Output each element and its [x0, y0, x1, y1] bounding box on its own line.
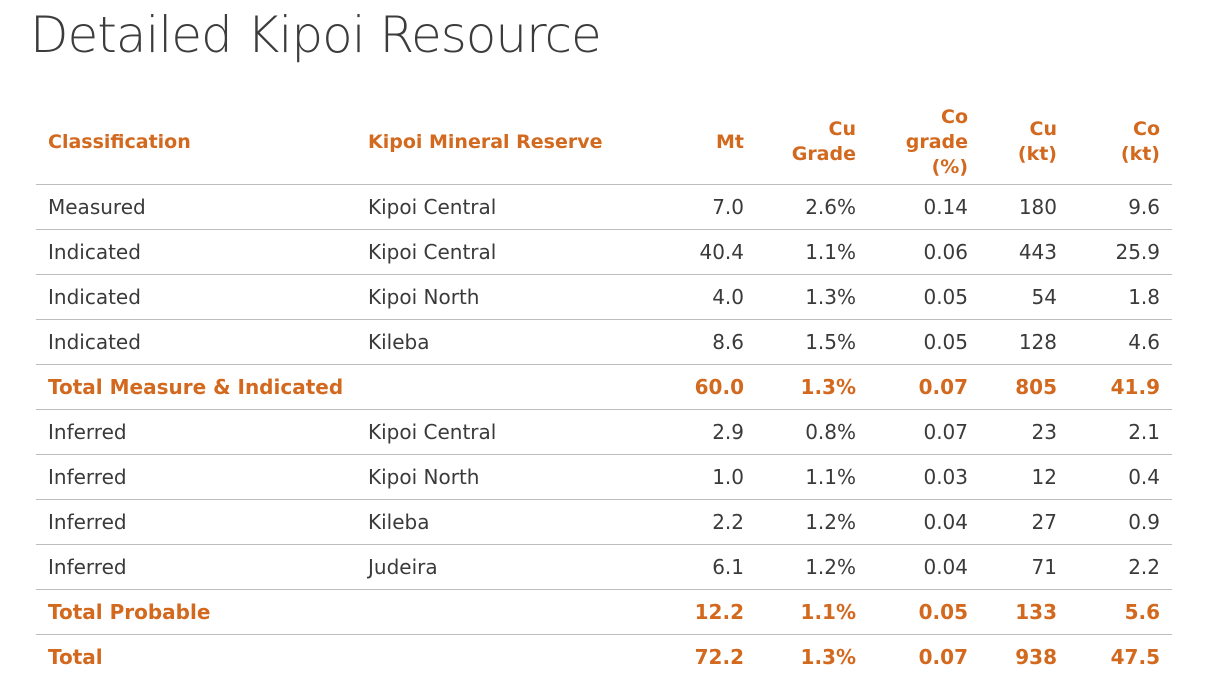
cell-classification: Indicated [36, 229, 356, 275]
cell-mt: 6.1 [656, 544, 756, 590]
cell-cu-kt: 128 [980, 319, 1069, 365]
cell-cu-grade: 1.3% [756, 364, 868, 410]
cell-co-grade: 0.07 [868, 364, 980, 410]
cell-cu-kt: 54 [980, 274, 1069, 320]
table-row: Indicated Kipoi North 4.0 1.3% 0.05 54 1… [36, 274, 1172, 320]
total-row: Total Measure & Indicated 60.0 1.3% 0.07… [36, 364, 1172, 410]
cell-classification: Inferred [36, 499, 356, 545]
cell-reserve [356, 364, 656, 410]
cell-reserve [356, 635, 656, 680]
cell-classification: Indicated [36, 319, 356, 365]
cell-reserve: Kipoi Central [356, 184, 656, 230]
cell-classification: Total Probable [36, 589, 356, 635]
cell-mt: 2.2 [656, 499, 756, 545]
cell-co-kt: 0.9 [1069, 499, 1172, 545]
cell-co-grade: 0.05 [868, 589, 980, 635]
cell-cu-grade: 1.2% [756, 544, 868, 590]
cell-co-grade: 0.05 [868, 319, 980, 365]
cell-co-kt: 2.2 [1069, 544, 1172, 590]
page-title: Detailed Kipoi Resource [30, 6, 602, 64]
cell-co-grade: 0.14 [868, 184, 980, 230]
cell-cu-kt: 27 [980, 499, 1069, 545]
table-row: Inferred Kileba 2.2 1.2% 0.04 27 0.9 [36, 499, 1172, 545]
cell-mt: 7.0 [656, 184, 756, 230]
table-row: Inferred Kipoi Central 2.9 0.8% 0.07 23 … [36, 409, 1172, 455]
cell-reserve: Kileba [356, 319, 656, 365]
cell-reserve: Kileba [356, 499, 656, 545]
cell-cu-kt: 443 [980, 229, 1069, 275]
cell-cu-kt: 23 [980, 409, 1069, 455]
cell-classification: Measured [36, 184, 356, 230]
cell-cu-kt: 71 [980, 544, 1069, 590]
table-row: Inferred Judeira 6.1 1.2% 0.04 71 2.2 [36, 544, 1172, 590]
cell-co-kt: 2.1 [1069, 409, 1172, 455]
cell-co-grade: 0.05 [868, 274, 980, 320]
cell-mt: 60.0 [656, 364, 756, 410]
header-reserve: Kipoi Mineral Reserve [356, 100, 656, 185]
cell-cu-grade: 1.1% [756, 589, 868, 635]
header-cu-kt: Cu (kt) [980, 100, 1069, 185]
table-row: Inferred Kipoi North 1.0 1.1% 0.03 12 0.… [36, 454, 1172, 500]
cell-cu-grade: 1.1% [756, 229, 868, 275]
cell-classification: Inferred [36, 454, 356, 500]
cell-cu-grade: 1.5% [756, 319, 868, 365]
cell-classification: Indicated [36, 274, 356, 320]
header-cu-grade: Cu Grade [756, 100, 868, 185]
cell-classification: Inferred [36, 544, 356, 590]
cell-cu-grade: 1.3% [800, 645, 856, 669]
table-row: Indicated Kipoi Central 40.4 1.1% 0.06 4… [36, 229, 1172, 275]
cell-cu-kt: 938 [1015, 645, 1057, 669]
cell-reserve: Kipoi Central [356, 229, 656, 275]
cell-classification: Total [48, 645, 103, 669]
cell-co-grade: 0.07 [918, 645, 968, 669]
cell-mt: 1.0 [656, 454, 756, 500]
resource-table: Classification Kipoi Mineral Reserve Mt … [36, 100, 1172, 679]
cell-co-kt: 41.9 [1069, 364, 1172, 410]
cell-mt: 8.6 [656, 319, 756, 365]
cell-co-kt: 25.9 [1069, 229, 1172, 275]
header-co-kt: Co (kt) [1069, 100, 1172, 185]
cell-cu-kt: 133 [980, 589, 1069, 635]
cell-cu-grade: 1.2% [756, 499, 868, 545]
cell-co-kt: 47.5 [1110, 645, 1160, 669]
cell-mt: 72.2 [694, 645, 744, 669]
cell-cu-kt: 12 [980, 454, 1069, 500]
cell-mt: 40.4 [656, 229, 756, 275]
table-row: Measured Kipoi Central 7.0 2.6% 0.14 180… [36, 184, 1172, 230]
cell-cu-grade: 2.6% [756, 184, 868, 230]
header-classification: Classification [36, 100, 356, 185]
cell-co-kt: 5.6 [1069, 589, 1172, 635]
cell-cu-kt: 180 [980, 184, 1069, 230]
cell-cu-grade: 0.8% [756, 409, 868, 455]
cell-classification: Total Measure & Indicated [36, 364, 356, 410]
cell-cu-grade: 1.3% [756, 274, 868, 320]
cell-co-kt: 0.4 [1069, 454, 1172, 500]
cell-co-grade: 0.04 [868, 499, 980, 545]
grand-total-row: Total 72.2 1.3% 0.07 938 47.5 [36, 635, 1172, 680]
cell-classification: Inferred [36, 409, 356, 455]
table-row: Indicated Kileba 8.6 1.5% 0.05 128 4.6 [36, 319, 1172, 365]
cell-reserve: Kipoi Central [356, 409, 656, 455]
cell-mt: 4.0 [656, 274, 756, 320]
cell-reserve: Kipoi North [356, 274, 656, 320]
cell-reserve: Judeira [356, 544, 656, 590]
cell-co-kt: 9.6 [1069, 184, 1172, 230]
total-row: Total Probable 12.2 1.1% 0.05 133 5.6 [36, 589, 1172, 635]
cell-co-kt: 4.6 [1069, 319, 1172, 365]
header-co-grade: Co grade (%) [868, 100, 980, 185]
cell-cu-kt: 805 [980, 364, 1069, 410]
header-mt: Mt [656, 100, 756, 185]
cell-mt: 2.9 [656, 409, 756, 455]
cell-cu-grade: 1.1% [756, 454, 868, 500]
cell-co-grade: 0.06 [868, 229, 980, 275]
cell-co-grade: 0.07 [868, 409, 980, 455]
cell-reserve [356, 589, 656, 635]
cell-co-grade: 0.04 [868, 544, 980, 590]
cell-reserve: Kipoi North [356, 454, 656, 500]
table-header-row: Classification Kipoi Mineral Reserve Mt … [36, 100, 1172, 185]
cell-mt: 12.2 [656, 589, 756, 635]
cell-co-kt: 1.8 [1069, 274, 1172, 320]
cell-co-grade: 0.03 [868, 454, 980, 500]
